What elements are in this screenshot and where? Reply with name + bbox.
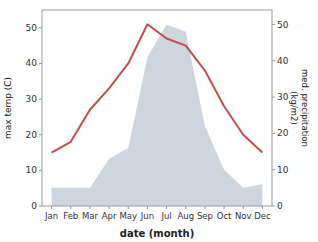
x-tick: [89, 206, 90, 209]
x-tick-label: Jun: [140, 211, 154, 221]
x-tick: [224, 206, 225, 209]
y-tick: [39, 206, 42, 207]
y2-tick-label: 40: [277, 56, 289, 66]
x-tick-label: Sep: [197, 211, 213, 221]
x-tick: [128, 206, 129, 209]
x-tick: [185, 206, 186, 209]
plot-area: [52, 24, 263, 206]
x-tick-label: Aug: [177, 211, 194, 221]
y-tick-label: 20: [26, 130, 38, 140]
y2-tick: [272, 97, 275, 98]
x-tick: [262, 206, 263, 209]
x-tick: [147, 206, 148, 209]
y2-axis-label-line: (kg/m2): [289, 91, 299, 125]
precip-area: [52, 25, 263, 206]
y2-tick: [272, 24, 275, 25]
y-tick-label: 0: [31, 201, 37, 211]
x-tick-label: Nov: [235, 211, 252, 221]
y2-tick: [272, 60, 275, 61]
x-tick: [243, 206, 244, 209]
y-tick: [39, 63, 42, 64]
x-tick-label: Jan: [44, 211, 58, 221]
x-tick-label: Feb: [63, 211, 78, 221]
y-tick: [39, 27, 42, 28]
y2-axis-label-line: med. precipitation: [300, 69, 310, 147]
y2-tick-label: 30: [277, 92, 289, 102]
y-tick: [39, 99, 42, 100]
y2-tick-label: 20: [277, 128, 289, 138]
y2-tick: [272, 206, 275, 207]
x-tick: [166, 206, 167, 209]
y-axis-label: max temp (C): [3, 77, 13, 139]
y2-tick: [272, 133, 275, 134]
x-tick-label: Apr: [102, 211, 117, 221]
y2-tick-label: 0: [277, 201, 283, 211]
y-tick-label: 40: [26, 58, 38, 68]
x-tick-label: Oct: [217, 211, 232, 221]
y-tick-label: 50: [26, 23, 38, 33]
temp-line: [52, 24, 263, 152]
x-tick: [204, 206, 205, 209]
y2-tick-label: 50: [277, 20, 289, 30]
y-tick: [39, 134, 42, 135]
y-tick: [39, 170, 42, 171]
x-tick-label: Mar: [82, 211, 99, 221]
y2-tick: [272, 169, 275, 170]
y-tick-label: 30: [26, 94, 38, 104]
x-tick: [70, 206, 71, 209]
y2-axis-label: med. precipitation(kg/m2): [289, 69, 310, 147]
plot-frame: [42, 10, 272, 206]
y2-tick-label: 10: [277, 165, 289, 175]
y-tick-label: 10: [26, 165, 38, 175]
x-tick-label: May: [119, 211, 137, 221]
x-tick: [109, 206, 110, 209]
x-tick: [51, 206, 52, 209]
x-axis-label: date (month): [120, 228, 194, 239]
x-tick-label: Jul: [160, 211, 171, 221]
x-tick-label: Dec: [254, 211, 271, 221]
chart: 0 10 20 30 40 50 0 10 20 30 40 50 Jan Feb MarAprMayJun…: [0, 0, 318, 242]
